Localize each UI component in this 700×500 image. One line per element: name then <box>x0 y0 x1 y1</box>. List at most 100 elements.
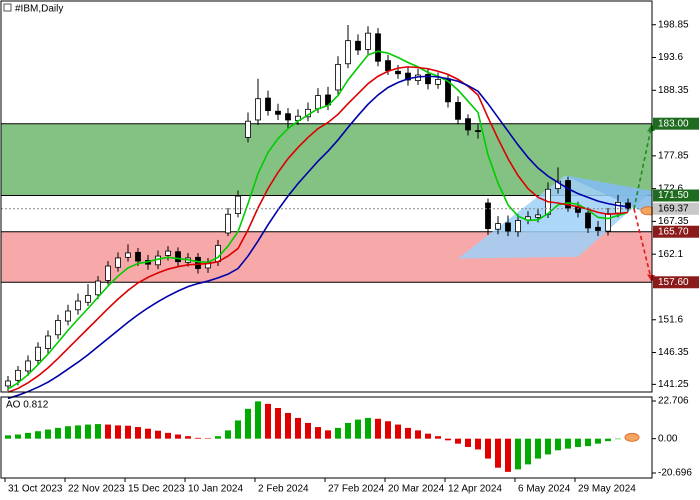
candle-body <box>135 251 141 262</box>
candle-body <box>285 113 291 121</box>
level-label-bg <box>653 189 699 202</box>
ao-bar <box>305 422 311 439</box>
level-label-bg <box>653 276 699 289</box>
candle-body <box>355 40 361 51</box>
candle-body <box>45 335 51 349</box>
y-tick-label: 162.1 <box>658 249 683 260</box>
x-tick-label: 6 May 2024 <box>518 484 571 495</box>
candle-body <box>585 212 591 229</box>
ao-bar <box>605 438 611 442</box>
pattern-shape <box>565 175 652 217</box>
ao-bar <box>215 436 221 439</box>
ao-bar <box>445 438 451 441</box>
ao-bar <box>485 438 491 459</box>
ao-bar <box>455 438 461 444</box>
zone <box>1 123 652 196</box>
candle-body <box>505 222 511 232</box>
ao-bar <box>555 438 561 451</box>
candle-body <box>275 110 281 115</box>
ao-bar <box>585 438 591 447</box>
x-tick-label: 31 Oct 2023 <box>8 484 63 495</box>
candle-body <box>115 257 121 268</box>
ao-bar <box>365 417 371 439</box>
ao-bar <box>535 438 541 459</box>
scenario-arrow <box>633 208 653 283</box>
candle-body <box>35 346 41 361</box>
candle-body <box>235 195 241 215</box>
ao-bar <box>475 438 481 450</box>
ao-bar <box>185 436 191 439</box>
level-label: 171.50 <box>658 190 689 201</box>
ao-bar <box>415 430 421 439</box>
last-price-bg <box>653 202 699 215</box>
ao-bar <box>495 438 501 468</box>
ao-bar <box>75 425 81 439</box>
candle-body <box>385 60 391 72</box>
candle-body <box>475 130 481 132</box>
ao-bar <box>345 422 351 439</box>
candle-body <box>175 251 181 263</box>
scenario-arrow <box>633 123 653 209</box>
candle-body <box>395 70 401 75</box>
moving-average <box>7 66 629 393</box>
candle-body <box>565 180 571 209</box>
ao-bar <box>355 419 361 439</box>
ao-bar <box>125 425 131 439</box>
ao-bar <box>205 438 211 439</box>
ao-bar <box>255 401 261 439</box>
candle-body <box>255 98 261 121</box>
ao-bar <box>155 430 161 439</box>
candle-body <box>165 250 171 256</box>
ao-bar <box>85 424 91 439</box>
level-label-bg <box>653 117 699 130</box>
y-tick-label: 193.6 <box>658 52 683 63</box>
ao-bar <box>235 420 241 439</box>
y-tick-label: 167.35 <box>658 216 689 227</box>
ao-bar <box>165 432 171 439</box>
y-tick-label: 188.35 <box>658 85 689 96</box>
last-price-label: 169.37 <box>658 203 689 214</box>
candle-body <box>485 202 491 229</box>
y-tick-label: 177.85 <box>658 150 689 161</box>
ao-bar <box>525 438 531 465</box>
x-tick-label: 29 May 2024 <box>578 484 636 495</box>
candle-body <box>425 73 431 85</box>
ao-bar <box>375 418 381 439</box>
y-tick-label: 172.6 <box>658 183 683 194</box>
y-tick-label: 141.25 <box>658 379 689 390</box>
candle-body <box>125 252 131 258</box>
candle-body <box>435 78 441 85</box>
x-tick-label: 10 Jan 2024 <box>188 484 243 495</box>
ao-tick-label: -20.696 <box>658 468 692 479</box>
ao-bar <box>395 424 401 439</box>
level-label: 157.60 <box>658 277 689 288</box>
ao-bar <box>465 438 471 447</box>
x-tick-label: 2 Feb 2024 <box>258 484 309 495</box>
chart-title: #IBM,Daily <box>15 4 63 15</box>
ao-bar <box>105 424 111 439</box>
ao-bar <box>425 433 431 439</box>
title-icon <box>3 3 12 12</box>
x-tick-label: 22 Nov 2023 <box>68 484 125 495</box>
ao-bar <box>435 436 441 439</box>
ao-frame <box>0 396 653 479</box>
ao-bar <box>275 407 281 439</box>
ao-bar <box>95 424 101 439</box>
y-tick-label: 146.35 <box>658 347 689 358</box>
candle-body <box>345 40 351 65</box>
candle-body <box>65 310 71 322</box>
candle-body <box>195 256 201 269</box>
ao-bar <box>325 430 331 439</box>
y-tick-label: 151.6 <box>658 314 683 325</box>
candle-body <box>495 223 501 230</box>
candle-body <box>105 265 111 281</box>
candle-body <box>265 97 271 111</box>
ao-marker <box>624 432 640 442</box>
last-price-marker <box>640 206 656 216</box>
ao-bar <box>335 427 341 439</box>
level-label: 165.70 <box>658 226 689 237</box>
ao-bar <box>245 408 251 439</box>
ao-bar <box>615 438 621 440</box>
ao-bar <box>505 438 511 472</box>
